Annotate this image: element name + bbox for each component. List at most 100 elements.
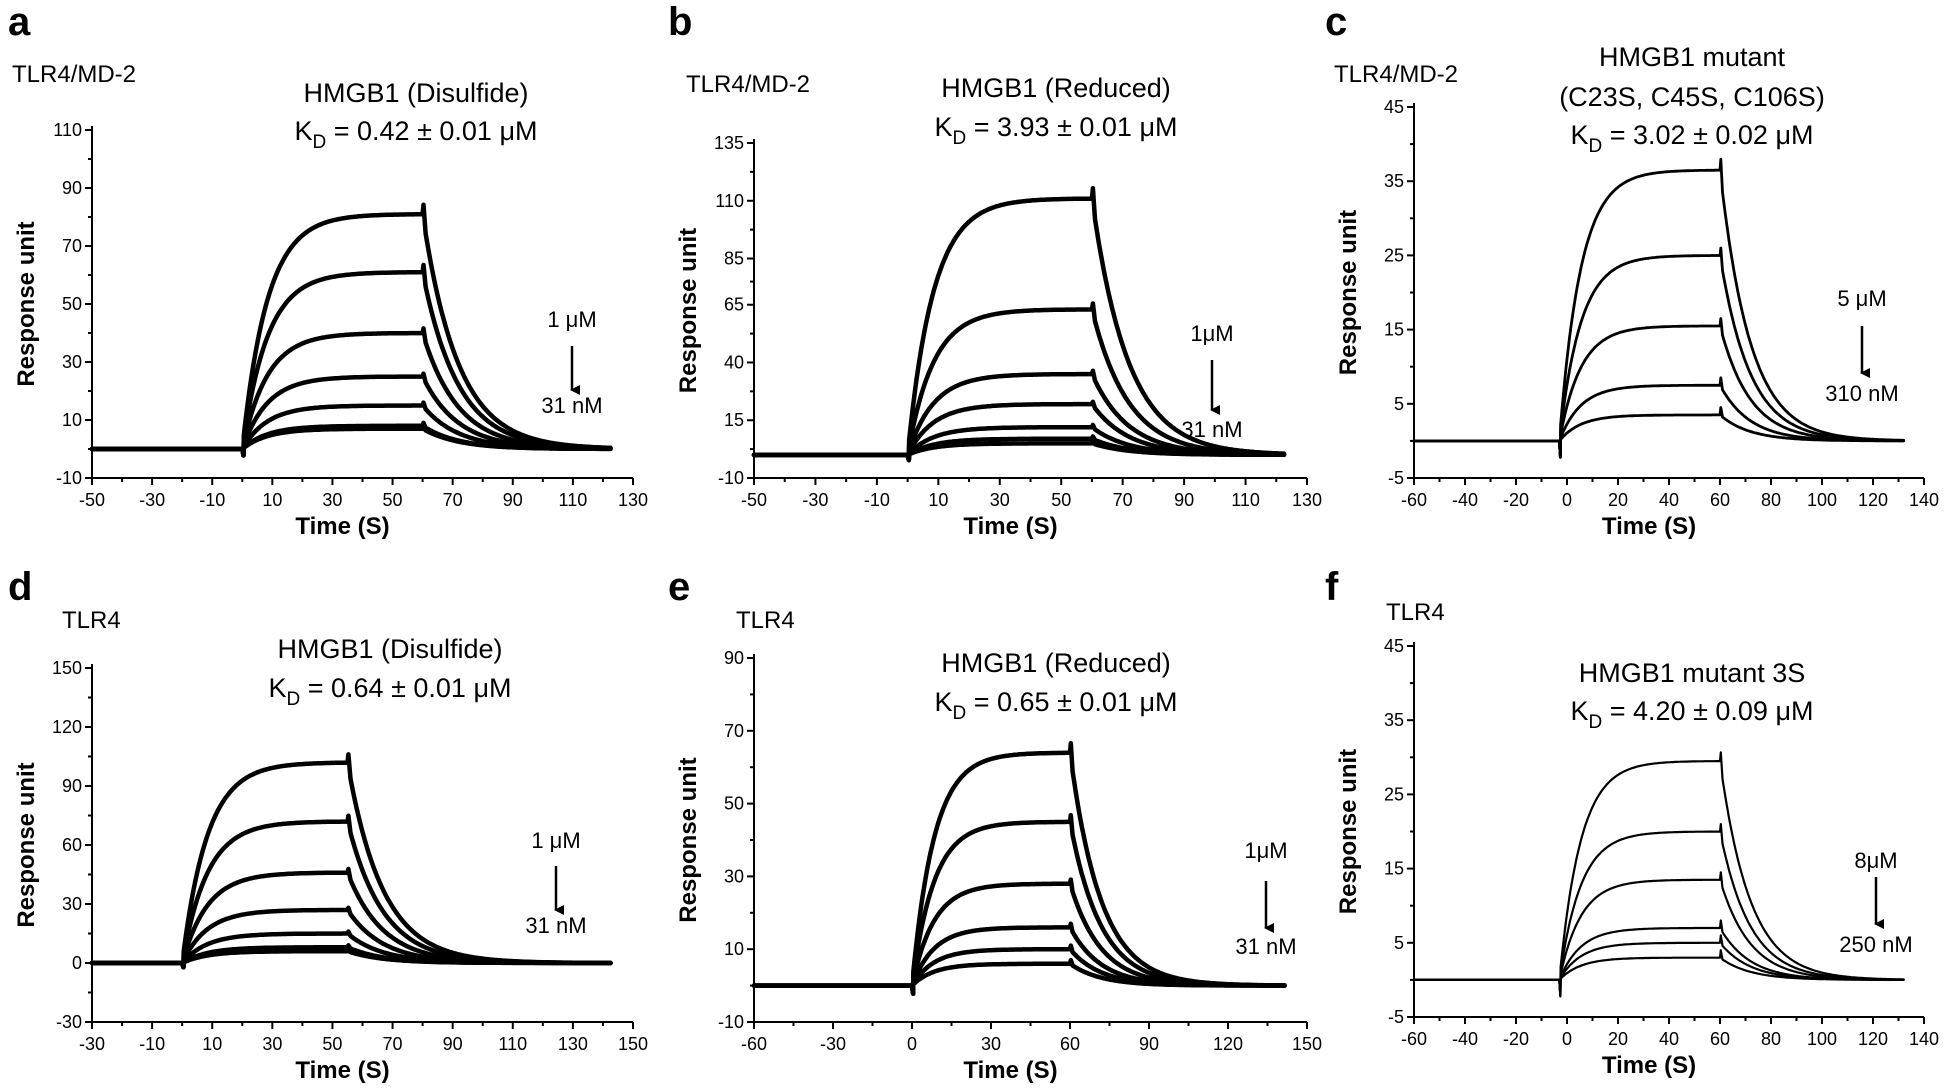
- receptor-label: TLR4: [736, 607, 795, 634]
- x-tick-label: 50: [383, 490, 403, 510]
- x-tick-label: 130: [1292, 490, 1322, 510]
- chart-title: HMGB1 (Reduced): [941, 648, 1171, 678]
- y-tick-label: 150: [52, 658, 82, 678]
- y-tick-label: 90: [62, 178, 82, 198]
- panel-f: f TLR4 HMGB1 mutant 3S KD = 4.20 ± 0.09 μM -…: [1325, 565, 1939, 1079]
- y-tick-label: 0: [72, 953, 82, 973]
- x-tick-label: 30: [262, 1034, 282, 1054]
- x-tick-label: -50: [79, 490, 105, 510]
- x-tick-label: 10: [928, 490, 948, 510]
- y-tick-label: -5: [1388, 468, 1404, 488]
- annotation-high-conc: 1μM: [1244, 838, 1287, 863]
- x-tick-label: -30: [820, 1034, 846, 1054]
- chart-title: HMGB1 (Disulfide): [303, 78, 528, 108]
- y-tick-label: 70: [62, 236, 82, 256]
- y-tick-label: 90: [62, 776, 82, 796]
- annotation-low-conc: 310 nM: [1825, 381, 1898, 406]
- x-tick-label: 110: [498, 1034, 527, 1054]
- y-tick-label: 110: [53, 120, 82, 140]
- x-tick-label: 40: [1659, 490, 1679, 510]
- annotation-high-conc: 1 μM: [531, 828, 580, 853]
- x-tick-label: -40: [1452, 1029, 1478, 1049]
- sensorgram-curve: [1412, 246, 1905, 459]
- y-tick-label: 30: [724, 866, 744, 886]
- x-tick-label: 130: [618, 490, 648, 510]
- y-tick-label: 60: [62, 835, 82, 855]
- x-tick-label: 30: [981, 1034, 1001, 1054]
- kd-number: = 0.65 ± 0.01 μM: [966, 687, 1177, 717]
- y-tick-label: 15: [1384, 320, 1404, 340]
- x-tick-label: 60: [1710, 490, 1730, 510]
- x-axis-label: Time (S): [1602, 513, 1696, 540]
- kd-number: = 0.64 ± 0.01 μM: [300, 673, 511, 703]
- x-axis-label: Time (S): [1602, 1052, 1696, 1079]
- kd-value: KD = 0.65 ± 0.01 μM: [935, 687, 1178, 724]
- x-tick-label: 100: [1807, 1029, 1837, 1049]
- kd-symbol: K: [935, 687, 953, 717]
- sensorgram-curve: [1412, 949, 1905, 998]
- x-tick-label: 60: [1710, 1029, 1730, 1049]
- y-tick-label: 5: [1394, 394, 1404, 414]
- receptor-label: TLR4: [1386, 599, 1445, 626]
- x-tick-label: -60: [741, 1034, 767, 1054]
- panel-c: c TLR4/MD-2 HMGB1 mutant (C23S, C45S, C106S…: [1325, 0, 1939, 540]
- x-tick-label: 60: [1060, 1034, 1080, 1054]
- annotation-high-conc: 1 μM: [547, 307, 596, 332]
- panel-letter: b: [668, 0, 692, 44]
- y-tick-label: 85: [724, 249, 744, 269]
- panel-a: a TLR4/MD-2 HMGB1 (Disulfide) KD = 0.42 ± 0…: [8, 0, 648, 540]
- annotation-low-conc: 31 nM: [541, 393, 602, 418]
- x-tick-label: -10: [139, 1034, 165, 1054]
- kd-number: = 0.42 ± 0.01 μM: [326, 116, 537, 146]
- y-tick-label: -10: [718, 1012, 744, 1032]
- y-axis-label: Response unit: [13, 762, 40, 927]
- x-tick-label: -20: [1503, 490, 1529, 510]
- annotation-low-conc: 250 nM: [1839, 932, 1912, 957]
- y-tick-label: -10: [56, 468, 82, 488]
- receptor-label: TLR4/MD-2: [1334, 61, 1458, 88]
- x-tick-label: -60: [1401, 490, 1427, 510]
- sensorgram-curve: [751, 957, 1287, 996]
- sensorgram-curve: [1412, 751, 1905, 998]
- x-tick-label: 120: [1858, 1029, 1888, 1049]
- kd-subscript: D: [1589, 136, 1603, 157]
- annotation-low-conc: 31 nM: [1235, 934, 1296, 959]
- receptor-label: TLR4/MD-2: [686, 71, 810, 98]
- y-tick-label: 30: [62, 352, 82, 372]
- x-tick-label: -50: [741, 490, 767, 510]
- x-tick-label: -30: [139, 490, 165, 510]
- x-tick-label: 130: [558, 1034, 588, 1054]
- chart-title: HMGB1 mutant 3S: [1579, 658, 1806, 688]
- chart-subtitle: (C23S, C45S, C106S): [1559, 82, 1825, 112]
- y-tick-label: 50: [724, 794, 744, 814]
- y-tick-label: 10: [62, 410, 82, 430]
- x-tick-label: 70: [1113, 490, 1133, 510]
- y-tick-label: 35: [1384, 710, 1404, 730]
- x-tick-label: 110: [559, 490, 588, 510]
- x-tick-label: 0: [1562, 490, 1572, 510]
- chart-title: HMGB1 (Reduced): [941, 73, 1171, 103]
- panel-letter: a: [8, 0, 31, 44]
- sensorgram-curve: [751, 438, 1287, 463]
- y-tick-label: 120: [52, 717, 82, 737]
- y-tick-label: 15: [1384, 859, 1404, 879]
- x-tick-label: 90: [443, 1034, 463, 1054]
- x-tick-label: 0: [1562, 1029, 1572, 1049]
- sensorgram-curve: [751, 877, 1287, 996]
- x-tick-label: 90: [503, 490, 523, 510]
- sensorgram-curve: [89, 202, 613, 458]
- x-tick-label: 150: [1292, 1034, 1322, 1054]
- kd-symbol: K: [1571, 696, 1589, 726]
- sensorgram-curve: [89, 946, 613, 970]
- y-tick-label: -5: [1388, 1007, 1404, 1027]
- y-tick-label: 25: [1384, 784, 1404, 804]
- panel-letter: c: [1325, 0, 1347, 44]
- x-tick-label: 140: [1909, 490, 1939, 510]
- panel-letter: f: [1325, 565, 1339, 609]
- sensorgram-curve: [1412, 406, 1905, 459]
- x-tick-label: 40: [1659, 1029, 1679, 1049]
- x-axis-label: Time (S): [963, 1057, 1057, 1084]
- kd-subscript: D: [953, 703, 967, 724]
- x-tick-label: -10: [199, 490, 225, 510]
